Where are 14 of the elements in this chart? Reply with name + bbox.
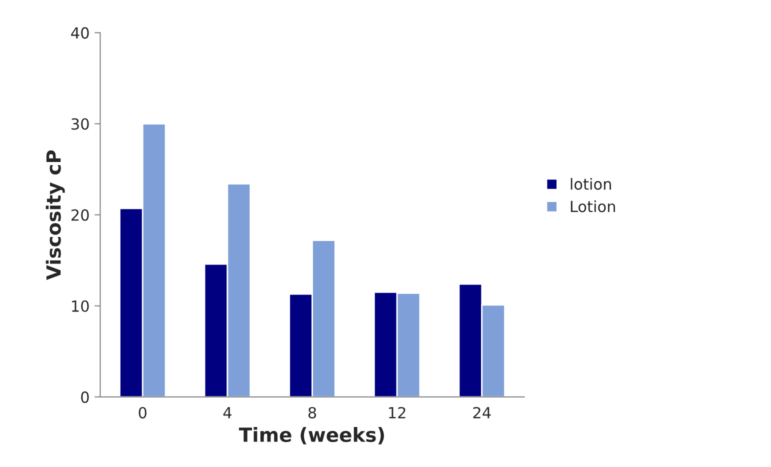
x-tick-label: 4 [223,407,232,418]
legend-label: Lotion [570,200,615,212]
legend-label: lotion [570,178,611,190]
x-tick-label: 12 [389,406,406,418]
y-axis-title: Viscosity cP [46,150,65,280]
y-tick-label: 20 [71,209,89,221]
x-tick-label: 24 [473,406,491,418]
y-tick-label: 30 [72,118,89,130]
x-axis-title: Time (weeks) [238,427,384,444]
y-tick-label: 40 [71,27,89,39]
y-tick-label: 10 [72,300,89,312]
y-tick-label: 0 [81,391,89,403]
x-tick-label: 8 [308,406,316,418]
x-tick-label: 0 [138,406,146,418]
